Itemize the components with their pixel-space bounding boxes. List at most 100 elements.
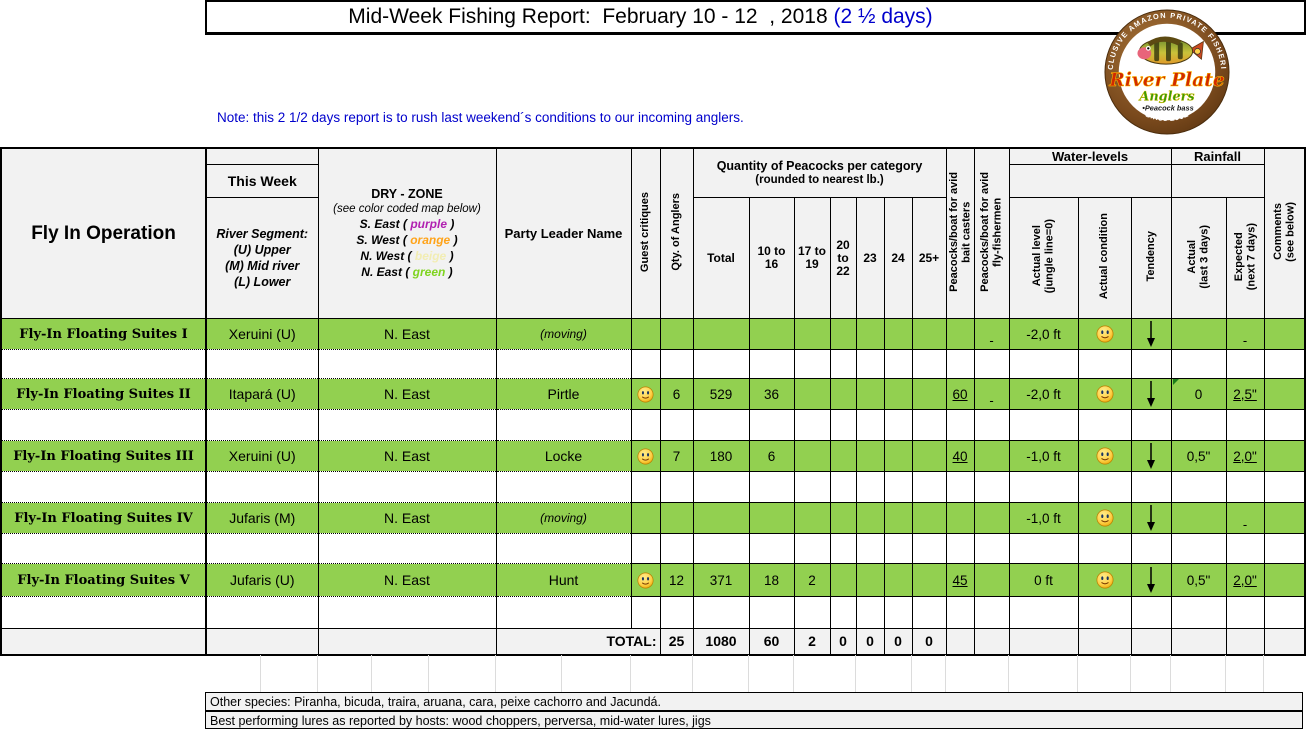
water-condition-cell[interactable] xyxy=(1077,563,1132,597)
total-23[interactable]: 0 xyxy=(855,628,885,655)
total-17-19[interactable]: 2 xyxy=(793,628,831,655)
total-cell[interactable] xyxy=(692,502,750,534)
dry-zone-cell[interactable]: N. East xyxy=(317,563,497,597)
cat-23-cell[interactable] xyxy=(855,378,885,410)
rain-actual-cell[interactable]: 0 xyxy=(1170,378,1227,410)
cat-24-cell[interactable] xyxy=(883,378,913,410)
total-10-16[interactable]: 60 xyxy=(748,628,795,655)
cat-24-cell[interactable] xyxy=(883,563,913,597)
total-cell[interactable]: 529 xyxy=(692,378,750,410)
dry-zone-cell[interactable]: N. East xyxy=(317,378,497,410)
water-condition-cell[interactable] xyxy=(1077,378,1132,410)
river-segment-cell[interactable]: Jufaris (U) xyxy=(205,563,319,597)
rain-actual-cell[interactable]: 0,5" xyxy=(1170,563,1227,597)
guest-critique-cell[interactable] xyxy=(630,563,661,597)
total-24[interactable]: 0 xyxy=(883,628,913,655)
tendency-cell[interactable] xyxy=(1130,502,1172,534)
cat-17-19-cell[interactable]: 2 xyxy=(793,563,831,597)
fly-fishermen-cell[interactable]: - xyxy=(973,378,1010,410)
fly-fishermen-cell[interactable] xyxy=(973,502,1010,534)
cat-20-22-cell[interactable] xyxy=(829,563,857,597)
cat-10-16-cell[interactable]: 18 xyxy=(748,563,795,597)
comments-cell[interactable] xyxy=(1263,563,1306,597)
party-leader-cell[interactable]: (moving) xyxy=(495,502,632,534)
tendency-cell[interactable] xyxy=(1130,318,1172,350)
fly-fishermen-cell[interactable]: - xyxy=(973,318,1010,350)
total-label[interactable]: TOTAL: xyxy=(495,628,661,655)
guest-critique-cell[interactable] xyxy=(630,318,661,350)
total-peacocks[interactable]: 1080 xyxy=(692,628,750,655)
party-leader-cell[interactable]: Locke xyxy=(495,440,632,472)
operation-name[interactable]: Fly-In Floating Suites II xyxy=(0,378,207,410)
cat-17-19-cell[interactable] xyxy=(793,318,831,350)
guest-critique-cell[interactable] xyxy=(630,502,661,534)
operation-name[interactable]: Fly-In Floating Suites III xyxy=(0,440,207,472)
cat-17-19-cell[interactable] xyxy=(793,502,831,534)
cat-17-19-cell[interactable] xyxy=(793,440,831,472)
fly-fishermen-cell[interactable] xyxy=(973,563,1010,597)
rain-expected-cell[interactable]: - xyxy=(1225,318,1265,350)
cat-25-cell[interactable] xyxy=(911,378,947,410)
cat-24-cell[interactable] xyxy=(883,502,913,534)
guest-critique-cell[interactable] xyxy=(630,378,661,410)
operation-name[interactable]: Fly-In Floating Suites I xyxy=(0,318,207,350)
rain-actual-cell[interactable] xyxy=(1170,502,1227,534)
water-level-cell[interactable]: -1,0 ft xyxy=(1008,440,1079,472)
comments-cell[interactable] xyxy=(1263,318,1306,350)
river-segment-cell[interactable]: Xeruini (U) xyxy=(205,318,319,350)
water-condition-cell[interactable] xyxy=(1077,318,1132,350)
water-condition-cell[interactable] xyxy=(1077,440,1132,472)
water-level-cell[interactable]: -2,0 ft xyxy=(1008,378,1079,410)
cat-23-cell[interactable] xyxy=(855,440,885,472)
river-segment-cell[interactable]: Itapará (U) xyxy=(205,378,319,410)
total-cell[interactable]: 180 xyxy=(692,440,750,472)
cat-20-22-cell[interactable] xyxy=(829,440,857,472)
bait-casters-cell[interactable]: 45 xyxy=(945,563,975,597)
anglers-cell[interactable] xyxy=(659,502,694,534)
rain-actual-cell[interactable]: 0,5" xyxy=(1170,440,1227,472)
cat-23-cell[interactable] xyxy=(855,502,885,534)
dry-zone-cell[interactable]: N. East xyxy=(317,318,497,350)
cat-24-cell[interactable] xyxy=(883,440,913,472)
rain-expected-cell[interactable]: 2,5" xyxy=(1225,378,1265,410)
rain-expected-cell[interactable]: 2,0" xyxy=(1225,440,1265,472)
cat-25-cell[interactable] xyxy=(911,563,947,597)
cat-25-cell[interactable] xyxy=(911,502,947,534)
water-level-cell[interactable]: -2,0 ft xyxy=(1008,318,1079,350)
tendency-cell[interactable] xyxy=(1130,378,1172,410)
comments-cell[interactable] xyxy=(1263,378,1306,410)
tendency-cell[interactable] xyxy=(1130,563,1172,597)
cat-10-16-cell[interactable] xyxy=(748,502,795,534)
bait-casters-cell[interactable]: 60 xyxy=(945,378,975,410)
total-anglers[interactable]: 25 xyxy=(659,628,694,655)
cat-20-22-cell[interactable] xyxy=(829,502,857,534)
total-cell[interactable]: 371 xyxy=(692,563,750,597)
rain-expected-cell[interactable]: - xyxy=(1225,502,1265,534)
party-leader-cell[interactable]: (moving) xyxy=(495,318,632,350)
water-level-cell[interactable]: -1,0 ft xyxy=(1008,502,1079,534)
cat-10-16-cell[interactable]: 6 xyxy=(748,440,795,472)
rain-actual-cell[interactable] xyxy=(1170,318,1227,350)
operation-name[interactable]: Fly-In Floating Suites V xyxy=(0,563,207,597)
anglers-cell[interactable]: 6 xyxy=(659,378,694,410)
operation-name[interactable]: Fly-In Floating Suites IV xyxy=(0,502,207,534)
anglers-cell[interactable]: 12 xyxy=(659,563,694,597)
bait-casters-cell[interactable] xyxy=(945,318,975,350)
guest-critique-cell[interactable] xyxy=(630,440,661,472)
cat-23-cell[interactable] xyxy=(855,318,885,350)
rain-expected-cell[interactable]: 2,0" xyxy=(1225,563,1265,597)
party-leader-cell[interactable]: Hunt xyxy=(495,563,632,597)
river-segment-cell[interactable]: Xeruini (U) xyxy=(205,440,319,472)
anglers-cell[interactable]: 7 xyxy=(659,440,694,472)
cat-20-22-cell[interactable] xyxy=(829,318,857,350)
cat-20-22-cell[interactable] xyxy=(829,378,857,410)
fly-fishermen-cell[interactable] xyxy=(973,440,1010,472)
total-cell[interactable] xyxy=(692,318,750,350)
total-20-22[interactable]: 0 xyxy=(829,628,857,655)
water-level-cell[interactable]: 0 ft xyxy=(1008,563,1079,597)
comments-cell[interactable] xyxy=(1263,440,1306,472)
cat-10-16-cell[interactable]: 36 xyxy=(748,378,795,410)
cat-17-19-cell[interactable] xyxy=(793,378,831,410)
bait-casters-cell[interactable]: 40 xyxy=(945,440,975,472)
cat-25-cell[interactable] xyxy=(911,440,947,472)
